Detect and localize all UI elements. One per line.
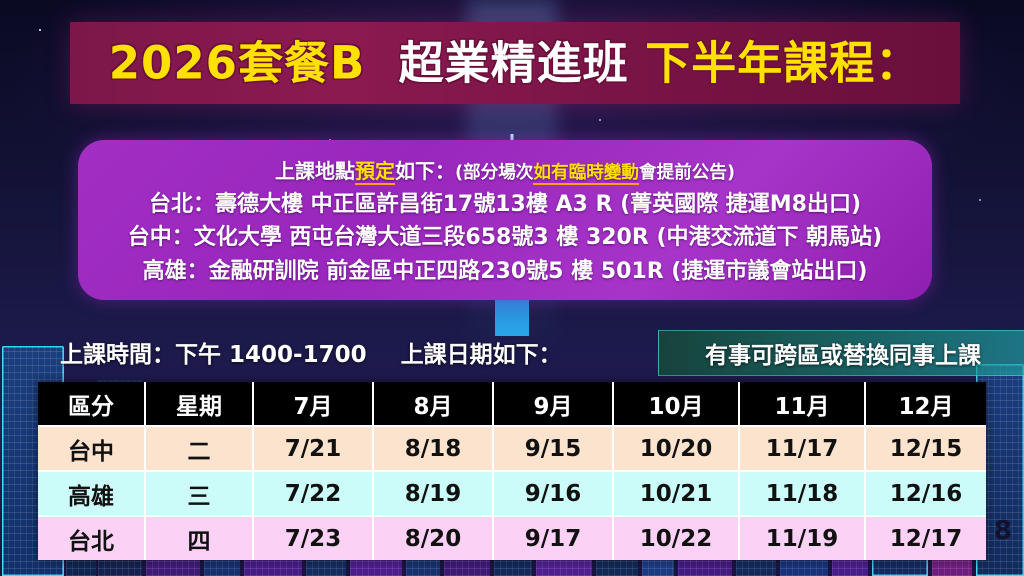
cell-date: 7/23 [254, 515, 374, 560]
cell-date: 8/20 [374, 515, 494, 560]
transfer-note-text: 有事可跨區或替換同事上課 [705, 343, 981, 369]
class-time-label: 上課時間：下午 1400-1700 [60, 342, 367, 368]
cell-date: 10/22 [614, 515, 740, 560]
th-month-jul: 7月 [254, 382, 374, 425]
th-month-sep: 9月 [494, 382, 614, 425]
title-part-course: 超業精進班 [398, 36, 629, 90]
venue-notice-prefix: 上課地點 [274, 159, 355, 183]
cell-date: 10/20 [614, 425, 740, 470]
venue-notice-paren-close: 會提前公告) [638, 163, 735, 183]
cell-weekday: 二 [146, 425, 254, 470]
th-month-oct: 10月 [614, 382, 740, 425]
cell-region: 高雄 [38, 470, 146, 515]
cell-date: 8/18 [374, 425, 494, 470]
th-month-aug: 8月 [374, 382, 494, 425]
time-and-note-strip: 上課時間：下午 1400-1700 上課日期如下： 有事可跨區或替換同事上課 [38, 330, 1024, 376]
venue-notice-paren-open: (部分場次 [454, 163, 534, 183]
page-number: 8 [993, 516, 1012, 546]
cell-date: 12/17 [866, 515, 986, 560]
cell-date: 9/15 [494, 425, 614, 470]
title-part-package: 2026套餐B [108, 36, 366, 90]
cell-date: 11/18 [740, 470, 866, 515]
venue-notice-highlight-change: 如有臨時變動 [533, 163, 639, 185]
venue-info-box: 上課地點預定如下：(部分場次如有臨時變動會提前公告) 台北：壽德大樓 中正區許昌… [78, 140, 932, 300]
th-weekday: 星期 [146, 382, 254, 425]
cell-weekday: 四 [146, 515, 254, 560]
cell-region: 台北 [38, 515, 146, 560]
cell-date: 8/19 [374, 470, 494, 515]
page-title: 2026套餐B 超業精進班 下半年課程： [70, 41, 960, 86]
th-month-dec: 12月 [866, 382, 986, 425]
cell-date: 11/17 [740, 425, 866, 470]
venue-notice-line: 上課地點預定如下：(部分場次如有臨時變動會提前公告) [78, 150, 932, 186]
cell-date: 11/19 [740, 515, 866, 560]
table-row: 台中 二 7/21 8/18 9/15 10/20 11/17 12/15 [38, 425, 986, 470]
cell-date: 9/17 [494, 515, 614, 560]
table-row: 台北 四 7/23 8/20 9/17 10/22 11/19 12/17 [38, 515, 986, 560]
class-date-label: 上課日期如下： [400, 342, 562, 368]
cell-region: 台中 [38, 425, 146, 470]
venue-line-taichung: 台中：文化大學 西屯台灣大道三段658號3 樓 320R (中港交流道下 朝馬站… [127, 225, 883, 251]
th-month-nov: 11月 [740, 382, 866, 425]
transfer-note-box: 有事可跨區或替換同事上課 [658, 330, 1024, 376]
class-time-bar: 上課時間：下午 1400-1700 上課日期如下： [38, 330, 638, 374]
cell-date: 7/22 [254, 470, 374, 515]
venue-notice-highlight-planned: 預定 [354, 159, 395, 185]
th-region: 區分 [38, 382, 146, 425]
venue-line-kaohsiung: 高雄：金融研訓院 前金區中正四路230號5 樓 501R (捷運市議會站出口) [142, 258, 868, 284]
cell-date: 12/15 [866, 425, 986, 470]
cell-date: 7/21 [254, 425, 374, 470]
cell-weekday: 三 [146, 470, 254, 515]
cell-date: 12/16 [866, 470, 986, 515]
cell-date: 9/16 [494, 470, 614, 515]
venue-notice-mid: 如下： [394, 159, 455, 183]
schedule-table: 區分 星期 7月 8月 9月 10月 11月 12月 台中 二 7/21 8/1… [38, 382, 986, 560]
venue-line-taipei: 台北：壽德大樓 中正區許昌街17號13樓 A3 R (菁英國際 捷運M8出口) [148, 191, 862, 217]
table-header-row: 區分 星期 7月 8月 9月 10月 11月 12月 [38, 382, 986, 425]
title-part-term: 下半年課程： [645, 36, 922, 90]
cell-date: 10/21 [614, 470, 740, 515]
title-banner: 2026套餐B 超業精進班 下半年課程： [70, 22, 960, 104]
table-row: 高雄 三 7/22 8/19 9/16 10/21 11/18 12/16 [38, 470, 986, 515]
